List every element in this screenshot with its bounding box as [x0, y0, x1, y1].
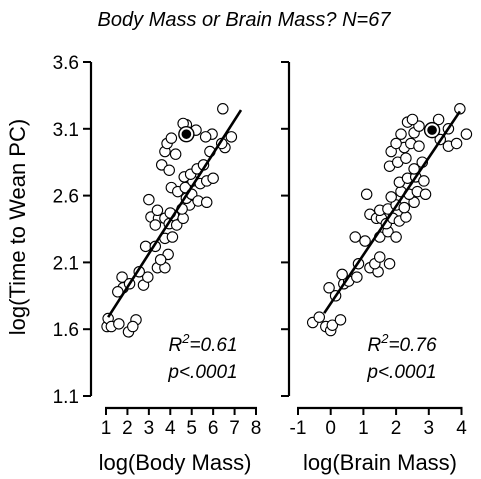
x-tick-label: 3: [144, 418, 155, 439]
data-point: [418, 175, 430, 187]
panel-1: 1.1 1.6 2.1 2.6 3.1 3.6 1 2 3 4 5 6 7 8 log(Body Mass)…: [53, 53, 262, 475]
panel-2: -1 0 1 2 3 4 log(Brain Mass) R2=0.76 p<.0001: [281, 61, 473, 475]
data-point: [149, 219, 162, 231]
data-point: [313, 311, 326, 323]
r-squared-label: R2=0.61: [168, 331, 237, 356]
x-tick-label: 2: [391, 418, 402, 439]
data-point: [199, 131, 212, 143]
p-value-label: p<.0001: [167, 362, 237, 383]
x-tick-label: 4: [165, 418, 176, 439]
data-point: [166, 231, 179, 243]
data-point: [349, 231, 361, 243]
data-point: [127, 320, 139, 333]
y-axis-label: log(Time to Wean PC): [5, 119, 30, 335]
data-point: [419, 188, 432, 201]
data-point: [143, 193, 155, 206]
x-tick-label: 7: [229, 418, 240, 439]
data-point: [400, 211, 412, 223]
x-tick-label: 4: [456, 418, 467, 439]
data-point: [351, 271, 363, 283]
p-value-label: p<.0001: [366, 362, 436, 383]
y-tick-label: 2.1: [53, 253, 79, 274]
x-axis-label: log(Body Mass): [99, 450, 252, 475]
data-point: [359, 235, 371, 247]
data-point: [460, 128, 473, 140]
data-point: [360, 188, 373, 201]
r-squared-label: R2=0.76: [367, 331, 436, 356]
data-point: [163, 164, 175, 176]
data-point: [385, 191, 397, 203]
data-point: [406, 113, 419, 126]
data-point: [177, 212, 189, 225]
data-point: [390, 231, 402, 243]
x-tick-label: 2: [122, 418, 133, 439]
chart-title: Body Mass or Brain Mass? N=67: [98, 9, 392, 31]
data-point: [151, 204, 164, 217]
x-tick-label: -1: [290, 418, 307, 439]
data-point: [142, 271, 154, 283]
y-tick-label: 1.6: [53, 320, 79, 341]
x-tick-label: 8: [251, 418, 262, 439]
data-point: [225, 131, 238, 143]
data-point: [334, 314, 347, 326]
data-point: [323, 282, 335, 294]
x-tick-label: 5: [186, 418, 197, 439]
data-point: [113, 318, 125, 330]
x-tick-label: 0: [325, 418, 336, 439]
data-point: [398, 201, 411, 214]
data-point: [169, 148, 182, 160]
x-tick-label: 6: [208, 418, 219, 439]
data-point: [432, 113, 445, 126]
highlight-point-dot: [181, 129, 192, 139]
y-tick-label: 2.6: [53, 187, 79, 208]
y-tick-label: 3.1: [53, 120, 79, 141]
data-point: [450, 137, 463, 150]
data-point: [383, 257, 396, 270]
data-point: [326, 319, 339, 331]
data-point: [395, 128, 407, 140]
data-point: [336, 268, 348, 281]
data-point: [454, 103, 466, 115]
data-point: [217, 103, 229, 115]
data-point: [390, 137, 402, 150]
regression-line: [107, 109, 243, 318]
data-point: [154, 253, 167, 266]
x-tick-label: 1: [101, 418, 112, 439]
data-point: [116, 271, 128, 283]
x-tick-label: 1: [358, 418, 369, 439]
y-tick-label: 3.6: [53, 53, 79, 74]
data-point: [373, 251, 386, 263]
data-point: [139, 240, 152, 253]
data-point: [400, 152, 412, 164]
x-tick-label: 3: [424, 418, 435, 439]
data-point: [207, 172, 219, 184]
y-tick-label: 1.1: [53, 387, 79, 408]
data-point: [200, 196, 213, 209]
regression-line: [323, 110, 461, 314]
data-point: [165, 132, 178, 144]
highlight-point-dot: [427, 125, 437, 135]
data-point: [413, 140, 425, 152]
x-axis-label: log(Brain Mass): [303, 450, 457, 475]
data-point: [408, 163, 420, 175]
